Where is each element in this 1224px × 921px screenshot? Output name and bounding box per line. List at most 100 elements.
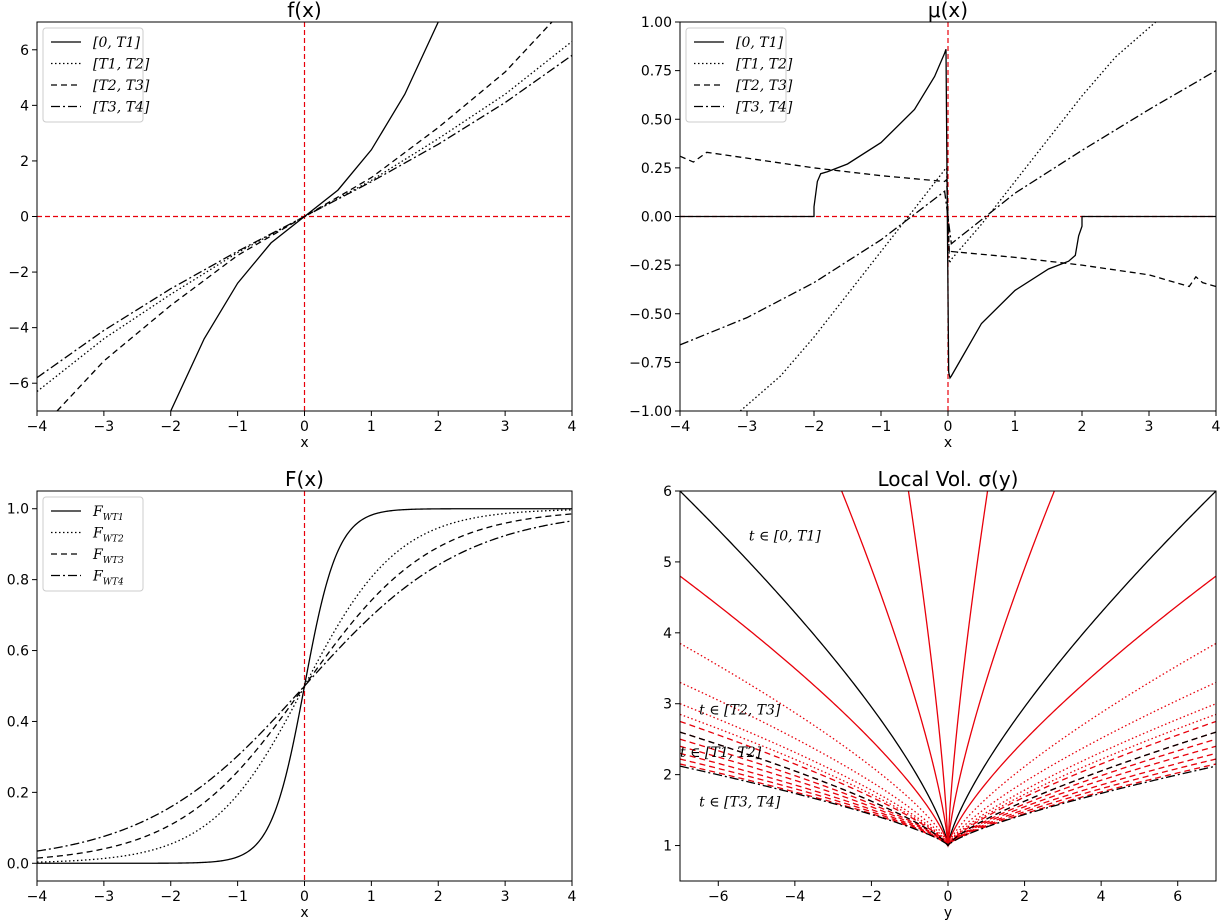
f-xtick-label: 0	[300, 419, 309, 435]
mu-ytick-label: 0.00	[641, 210, 672, 226]
mu-xlabel: x	[944, 435, 952, 451]
F-line-dashed	[37, 513, 572, 859]
mu-xtick-label: 3	[1145, 419, 1154, 435]
F-ytick-label: 0.4	[7, 714, 29, 730]
sigma-line-dashed	[680, 720, 1216, 847]
mu-legend-label-text: [T1, T2]	[736, 57, 793, 73]
F-xtick-label: 1	[367, 889, 376, 905]
f-xtick-label: 3	[501, 419, 510, 435]
f-axes: −4 −3 −2 −1 0 1 2 3 4 −6 −4 −2 0 2 4 6 x f(x)	[8, 0, 576, 451]
sigma-annotation: t ∈ [T3, T4]	[699, 795, 781, 811]
mu-xtick-label: −1	[871, 419, 892, 435]
F-title: F(x)	[285, 467, 324, 491]
mu-legend-label: [T1, T2]	[736, 57, 793, 73]
sigma-annotations: t ∈ [0, T1] t ∈ [T2, T3] t ∈ [T1, T2] t ∈ […	[680, 529, 821, 811]
mu-xtick-label: −2	[804, 419, 825, 435]
F-ytick-label: 0.2	[7, 785, 29, 801]
sigma-line-dashed	[680, 745, 1216, 847]
mu-legend-label-text: [T3, T4]	[736, 100, 793, 116]
mu-line-dashdot	[680, 70, 1216, 346]
f-series	[37, 22, 572, 411]
sigma-xtick-label: 2	[1020, 889, 1029, 905]
F-xtick-label: 2	[434, 889, 443, 905]
sigma-ytick-label: 3	[663, 697, 672, 713]
sigma-ytick-label: 5	[663, 555, 672, 571]
mu-legend: [0, T1] [T1, T2] [T2, T3] [T3, T4]	[685, 27, 793, 123]
f-legend-box	[42, 27, 144, 123]
F-ytick-label: 1.0	[7, 502, 29, 518]
sigma-plot-frame	[679, 490, 1217, 882]
mu-ytick-label: −0.25	[629, 258, 672, 274]
F-xtick-label: 0	[300, 889, 309, 905]
f-xtick-label: −3	[94, 419, 115, 435]
F-xtick-label: −3	[94, 889, 115, 905]
f-ytick-label: 0	[20, 210, 29, 226]
f-legend-label: [T3, T4]	[93, 100, 150, 116]
f-ytick-label: 6	[20, 43, 29, 59]
sigma-xlabel: y	[944, 905, 952, 921]
mu-ytick-label: 0.25	[641, 161, 672, 177]
F-series	[37, 508, 572, 864]
sigma-ytick-label: 2	[663, 768, 672, 784]
sigma-xtick-label: −2	[861, 889, 882, 905]
mu-line-solid	[680, 49, 1216, 380]
mu-legend-label-text: [0, T1]	[736, 35, 784, 51]
mu-xtick-label: 1	[1011, 419, 1020, 435]
F-legend-label: FWT4	[92, 569, 124, 588]
F-axes: −4 −3 −2 −1 0 1 2 3 4 0.0 0.2 0.4 0.6 0.8 1.0 x F(x)	[7, 467, 577, 921]
F-legend-label-subscript: WT2	[103, 535, 124, 545]
f-ytick-label: −4	[8, 321, 29, 337]
F-xtick-label: 4	[568, 889, 577, 905]
f-legend-label-text: [T1, T2]	[93, 57, 150, 73]
f-xtick-label: 4	[568, 419, 577, 435]
sigma-xtick-label: −6	[708, 889, 729, 905]
F-legend-box	[42, 496, 144, 592]
f-xtick-label: −1	[227, 419, 248, 435]
sigma-xtick-label: 0	[944, 889, 953, 905]
mu-legend-label: [T2, T3]	[736, 78, 793, 94]
F-xlabel: x	[300, 905, 308, 921]
mu-xtick-label: 4	[1212, 419, 1221, 435]
f-xtick-label: 2	[434, 419, 443, 435]
mu-legend-label-text: [T2, T3]	[736, 78, 793, 94]
F-ytick-label: 0.6	[7, 644, 29, 660]
F-xtick-label: 3	[501, 889, 510, 905]
f-ytick-label: −6	[8, 376, 29, 392]
f-line-dashed	[56, 22, 553, 411]
mu-ytick-label: 1.00	[641, 15, 672, 31]
f-xtick-label: 1	[367, 419, 376, 435]
mu-line-dotted	[739, 22, 1157, 411]
f-line-dashdot	[37, 54, 572, 379]
f-legend-label: [T1, T2]	[93, 57, 150, 73]
f-legend-label: [0, T1]	[93, 35, 141, 51]
sigma-title: Local Vol. σ(y)	[878, 467, 1019, 491]
mu-legend-label: [T3, T4]	[736, 100, 793, 116]
mu-xtick-label: −4	[670, 419, 691, 435]
mu-ytick-label: 0.75	[641, 64, 672, 80]
mu-legend-label: [0, T1]	[736, 35, 784, 51]
mu-xtick-label: 0	[944, 419, 953, 435]
sigma-series	[680, 491, 1216, 848]
F-legend-label-text: F	[92, 569, 104, 585]
mu-xtick-label: 2	[1078, 419, 1087, 435]
mu-line-dashed	[680, 151, 1216, 288]
sigma-annotation: t ∈ [T2, T3]	[699, 702, 781, 718]
mu-ytick-label: −0.75	[629, 355, 672, 371]
F-ytick-label: 0.0	[7, 856, 29, 872]
f-xtick-label: −2	[160, 419, 181, 435]
sigma-line-dashdot	[680, 765, 1216, 847]
F-legend-label: FWT1	[92, 504, 124, 523]
sigma-xtick-label: −4	[785, 889, 806, 905]
F-legend-label: FWT2	[92, 526, 124, 545]
sigma-line-dotted	[680, 703, 1216, 847]
f-legend-label-text: [T2, T3]	[93, 78, 150, 94]
mu-series	[680, 22, 1216, 411]
sigma-line-dashed	[680, 738, 1216, 847]
F-xtick-label: −2	[160, 889, 181, 905]
sigma-ytick-label: 6	[663, 484, 672, 500]
F-legend-label-subscript: WT1	[103, 513, 124, 523]
sigma-xtick-label: 6	[1173, 889, 1182, 905]
F-legend-label-subscript: WT4	[103, 578, 124, 588]
sigma-xtick-label: 4	[1097, 889, 1106, 905]
F-line-dotted	[37, 509, 572, 863]
